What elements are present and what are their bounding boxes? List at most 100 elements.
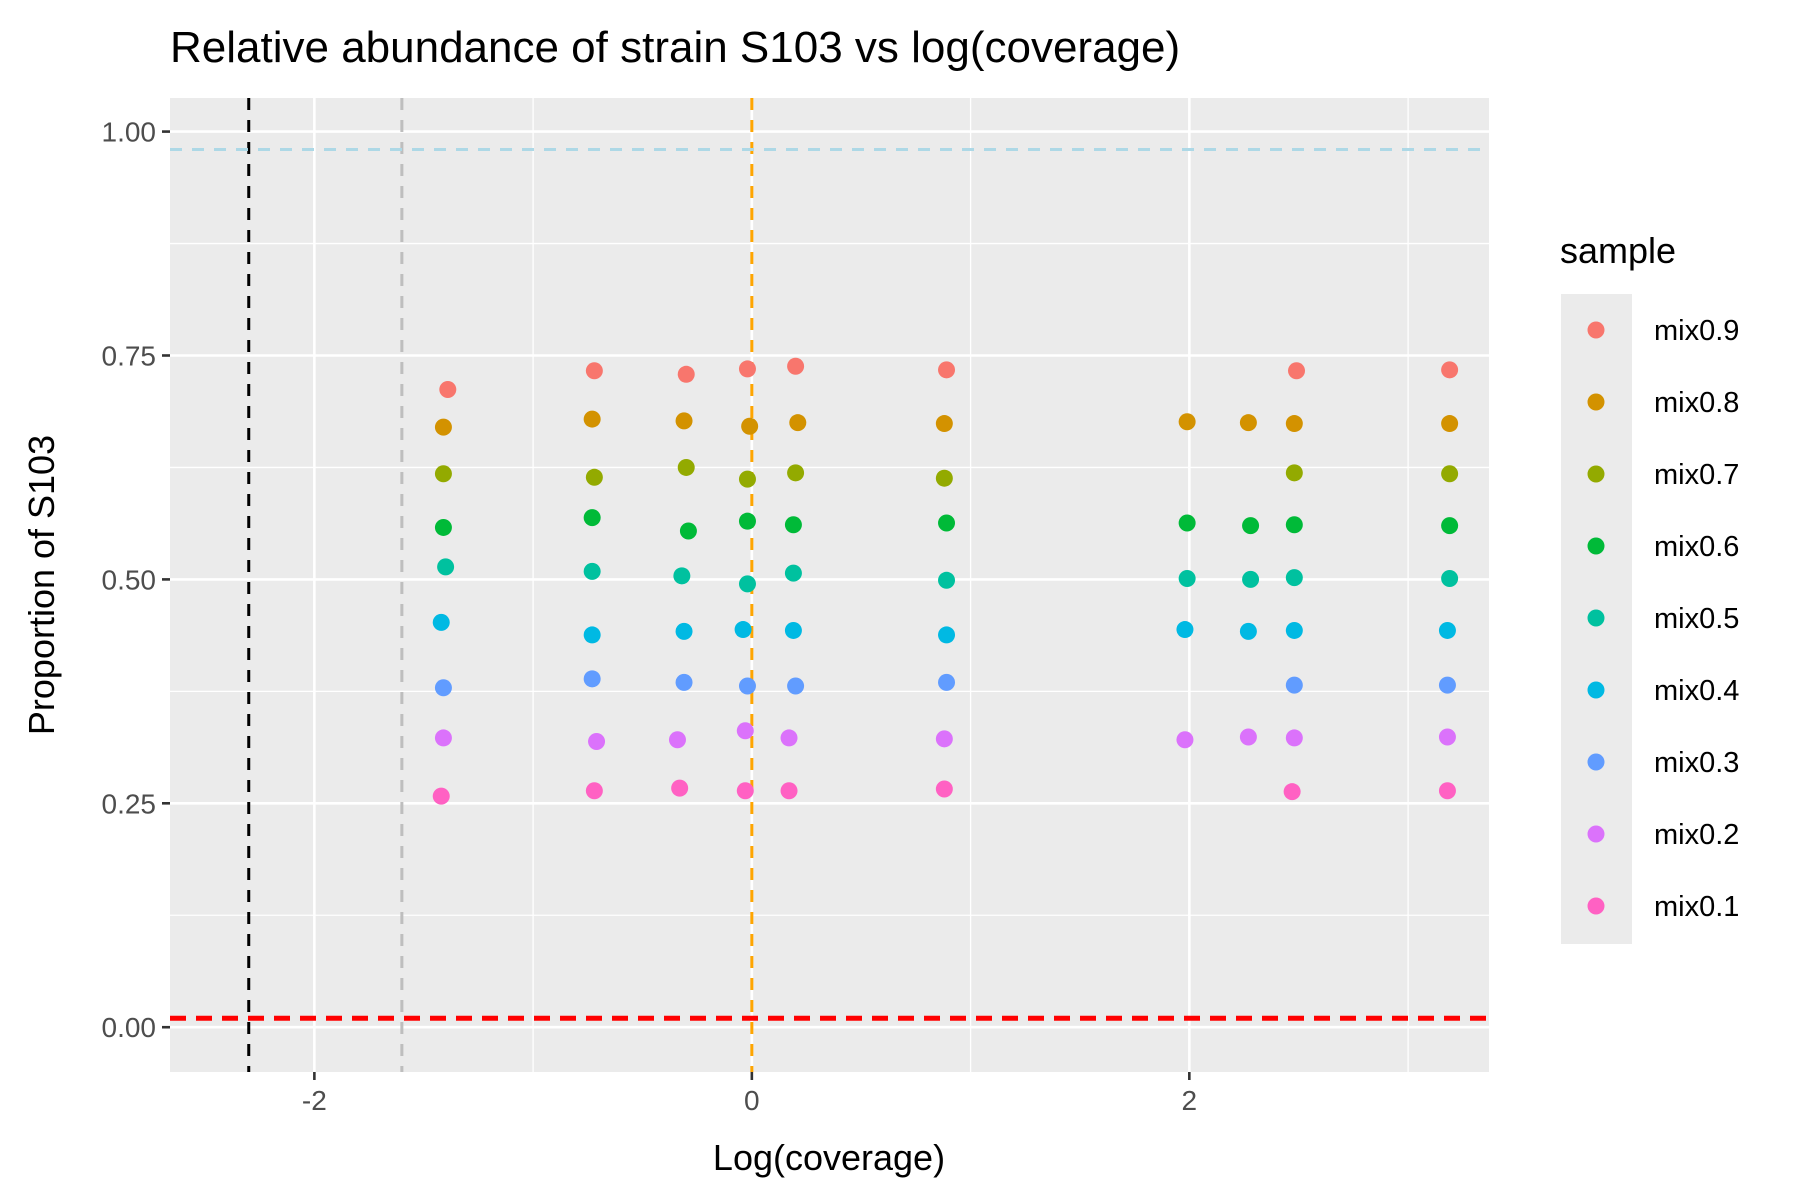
data-point-mix0.7 — [1285, 464, 1303, 482]
data-point-mix0.3 — [1438, 676, 1456, 694]
data-point-mix0.8 — [789, 414, 807, 432]
data-point-mix0.9 — [787, 357, 805, 375]
data-point-mix0.8 — [1178, 413, 1196, 431]
data-point-mix0.4 — [1239, 622, 1257, 640]
y-axis-title: Proportion of S103 — [21, 435, 62, 735]
data-point-mix0.7 — [585, 468, 603, 486]
data-point-mix0.6 — [938, 514, 956, 532]
x-tick-label: 2 — [1182, 1085, 1198, 1116]
data-point-mix0.7 — [1441, 465, 1459, 483]
data-point-mix0.3 — [434, 679, 452, 697]
legend-key-mix0.5 — [1587, 609, 1605, 627]
data-point-mix0.4 — [734, 621, 752, 639]
legend-label-mix0.7: mix0.7 — [1654, 459, 1739, 491]
data-point-mix0.4 — [1176, 621, 1194, 639]
data-point-mix0.6 — [1242, 517, 1260, 535]
data-point-mix0.6 — [738, 512, 756, 530]
legend-label-mix0.8: mix0.8 — [1654, 387, 1739, 419]
y-tick-label: 1.00 — [102, 117, 157, 148]
data-point-mix0.9 — [738, 360, 756, 378]
data-point-mix0.1 — [432, 787, 450, 805]
data-point-mix0.1 — [585, 782, 603, 800]
y-tick-label: 0.00 — [102, 1012, 157, 1043]
data-point-mix0.6 — [434, 518, 452, 536]
data-point-mix0.4 — [583, 626, 601, 644]
data-point-mix0.5 — [1242, 570, 1260, 588]
data-point-mix0.5 — [784, 564, 802, 582]
y-tick-label: 0.25 — [102, 788, 157, 819]
legend-key-mix0.9 — [1587, 321, 1605, 339]
data-point-mix0.5 — [1441, 570, 1459, 588]
legend-label-mix0.9: mix0.9 — [1654, 315, 1739, 347]
plot-panel — [170, 98, 1489, 1072]
data-point-mix0.4 — [432, 613, 450, 631]
data-point-mix0.3 — [787, 677, 805, 695]
x-axis-title: Log(coverage) — [713, 1137, 945, 1178]
data-point-mix0.4 — [675, 622, 693, 640]
data-point-mix0.8 — [675, 412, 693, 430]
data-point-mix0.2 — [1239, 728, 1257, 746]
data-point-mix0.4 — [1438, 621, 1456, 639]
legend-key-mix0.3 — [1587, 753, 1605, 771]
data-point-mix0.1 — [1283, 783, 1301, 801]
data-point-mix0.9 — [1441, 361, 1459, 379]
data-point-mix0.3 — [938, 673, 956, 691]
legend-key-mix0.2 — [1587, 825, 1605, 843]
data-point-mix0.5 — [738, 575, 756, 593]
data-point-mix0.1 — [736, 782, 754, 800]
data-point-mix0.8 — [1285, 415, 1303, 433]
legend-label-mix0.3: mix0.3 — [1654, 747, 1739, 779]
y-axis: 0.00 0.25 0.50 0.75 1.00 — [102, 117, 170, 1043]
data-points — [432, 357, 1459, 805]
data-point-mix0.2 — [1438, 728, 1456, 746]
data-point-mix0.5 — [1178, 570, 1196, 588]
data-point-mix0.9 — [1288, 362, 1306, 380]
data-point-mix0.7 — [935, 469, 953, 487]
data-point-mix0.2 — [1285, 729, 1303, 747]
data-point-mix0.9 — [585, 362, 603, 380]
data-point-mix0.3 — [675, 673, 693, 691]
data-point-mix0.1 — [1438, 782, 1456, 800]
data-point-mix0.8 — [1239, 414, 1257, 432]
data-point-mix0.5 — [1285, 569, 1303, 587]
legend-key-mix0.8 — [1587, 393, 1605, 411]
minor-gridlines — [170, 98, 1489, 1072]
data-point-mix0.8 — [434, 418, 452, 436]
data-point-mix0.5 — [583, 562, 601, 580]
legend-key-mix0.6 — [1587, 537, 1605, 555]
legend-key-mix0.1 — [1587, 897, 1605, 915]
data-point-mix0.5 — [437, 558, 455, 576]
x-tick-label: -2 — [302, 1085, 327, 1116]
data-point-mix0.6 — [1441, 517, 1459, 535]
data-point-mix0.2 — [780, 729, 798, 747]
data-point-mix0.7 — [787, 464, 805, 482]
data-point-mix0.9 — [938, 361, 956, 379]
data-point-mix0.3 — [583, 670, 601, 688]
data-point-mix0.8 — [935, 415, 953, 433]
data-point-mix0.8 — [583, 410, 601, 428]
data-point-mix0.6 — [1178, 514, 1196, 532]
data-point-mix0.2 — [588, 733, 606, 751]
data-point-mix0.8 — [741, 417, 759, 435]
data-point-mix0.1 — [671, 779, 689, 797]
legend-label-mix0.2: mix0.2 — [1654, 819, 1739, 851]
data-point-mix0.3 — [1285, 676, 1303, 694]
data-point-mix0.2 — [736, 722, 754, 740]
legend-label-mix0.4: mix0.4 — [1654, 675, 1739, 707]
data-point-mix0.7 — [434, 465, 452, 483]
data-point-mix0.2 — [935, 730, 953, 748]
data-point-mix0.1 — [935, 780, 953, 798]
data-point-mix0.3 — [738, 677, 756, 695]
data-point-mix0.6 — [784, 516, 802, 534]
data-point-mix0.9 — [439, 381, 457, 399]
data-point-mix0.5 — [673, 567, 691, 585]
data-point-mix0.4 — [938, 626, 956, 644]
data-point-mix0.6 — [583, 509, 601, 527]
data-point-mix0.2 — [434, 729, 452, 747]
y-tick-label: 0.75 — [102, 340, 157, 371]
data-point-mix0.6 — [1285, 516, 1303, 534]
data-point-mix0.1 — [780, 782, 798, 800]
data-point-mix0.7 — [738, 470, 756, 488]
legend: sample mix0.9 mix0.8 mix0.7 mix0.6 mix0.5 mix… — [1560, 230, 1739, 944]
